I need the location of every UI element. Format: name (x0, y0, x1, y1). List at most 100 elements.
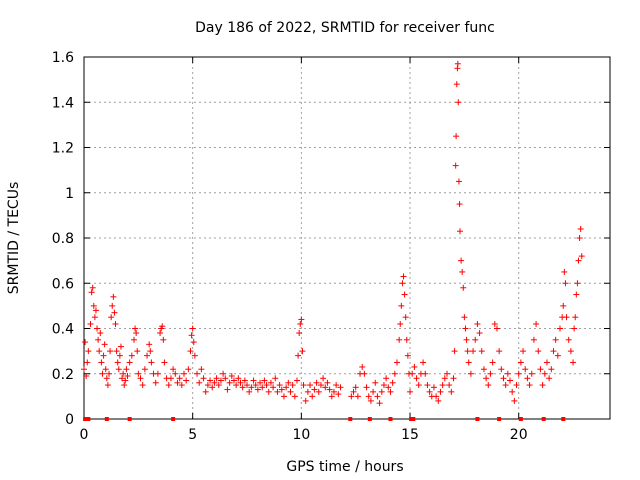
data-point (188, 332, 195, 339)
data-point (458, 257, 465, 264)
data-point (454, 60, 461, 67)
data-point (120, 370, 127, 377)
data-point (157, 330, 164, 337)
data-point (114, 359, 121, 366)
data-point (548, 366, 555, 373)
data-point (413, 375, 420, 382)
data-point (287, 388, 294, 395)
data-point (228, 373, 235, 380)
data-point (170, 366, 177, 373)
data-point (411, 363, 418, 370)
x-tick-label: 20 (510, 427, 528, 443)
data-point (108, 314, 115, 321)
zero-point (497, 417, 502, 421)
data-point (189, 325, 196, 332)
data-point (146, 341, 153, 348)
x-tick-label: 5 (188, 427, 197, 443)
data-point (119, 375, 126, 382)
data-point (235, 375, 242, 382)
data-point (94, 325, 101, 332)
data-point (326, 386, 333, 393)
data-point (502, 382, 509, 389)
data-point (322, 384, 329, 391)
data-points (81, 60, 585, 407)
y-tick-label: 1.4 (52, 95, 74, 111)
data-point (187, 348, 194, 355)
zero-point (83, 417, 88, 421)
data-point (161, 359, 168, 366)
x-axis-title: GPS time / hours (286, 459, 403, 475)
data-point (122, 377, 129, 384)
data-point (200, 375, 207, 382)
data-point (467, 370, 474, 377)
data-point (124, 373, 131, 380)
zero-markers (83, 417, 566, 421)
data-point (453, 133, 460, 140)
data-point (562, 280, 569, 287)
data-point (311, 386, 318, 393)
data-point (209, 384, 216, 391)
data-point (348, 393, 355, 400)
data-point (397, 320, 404, 327)
data-point (180, 370, 187, 377)
data-point (520, 348, 527, 355)
data-point (526, 382, 533, 389)
data-point (513, 382, 520, 389)
data-point (130, 336, 137, 343)
data-point (105, 370, 112, 377)
data-point (160, 336, 167, 343)
data-point (250, 377, 257, 384)
data-point (561, 268, 568, 275)
data-point (167, 375, 174, 382)
data-point (363, 384, 370, 391)
data-point (450, 375, 457, 382)
data-point (422, 370, 429, 377)
data-point (85, 348, 92, 355)
data-point (370, 388, 377, 395)
data-point (147, 348, 154, 355)
data-point (148, 359, 155, 366)
data-point (190, 339, 197, 346)
x-tick-label: 15 (401, 427, 419, 443)
data-point (109, 302, 116, 309)
data-point (115, 366, 122, 373)
data-point (296, 330, 303, 337)
y-tick-label: 1.2 (52, 141, 74, 157)
data-point (82, 339, 89, 346)
data-point (552, 336, 559, 343)
data-point (451, 348, 458, 355)
y-tick-label: 0 (65, 412, 74, 428)
data-point (563, 314, 570, 321)
data-point (276, 382, 283, 389)
data-point (439, 382, 446, 389)
data-point (570, 359, 577, 366)
data-point (577, 225, 584, 232)
data-point (507, 377, 514, 384)
data-point (496, 348, 503, 355)
data-point (400, 273, 407, 280)
data-point (474, 320, 481, 327)
x-tick-label: 0 (80, 427, 89, 443)
data-point (403, 336, 410, 343)
data-point (178, 382, 185, 389)
data-point (309, 393, 316, 400)
data-point (254, 386, 261, 393)
data-point (283, 384, 290, 391)
data-point (84, 359, 91, 366)
data-point (391, 370, 398, 377)
data-point (407, 388, 414, 395)
data-point (103, 375, 110, 382)
data-point (217, 377, 224, 384)
data-point (172, 370, 179, 377)
data-point (117, 343, 124, 350)
data-point (98, 359, 105, 366)
data-point (472, 336, 479, 343)
data-point (383, 375, 390, 382)
data-point (573, 291, 580, 298)
data-point (515, 370, 522, 377)
grid-lines (84, 57, 610, 419)
y-tick-label: 0.4 (52, 322, 74, 338)
data-point (470, 348, 477, 355)
data-point (537, 366, 544, 373)
